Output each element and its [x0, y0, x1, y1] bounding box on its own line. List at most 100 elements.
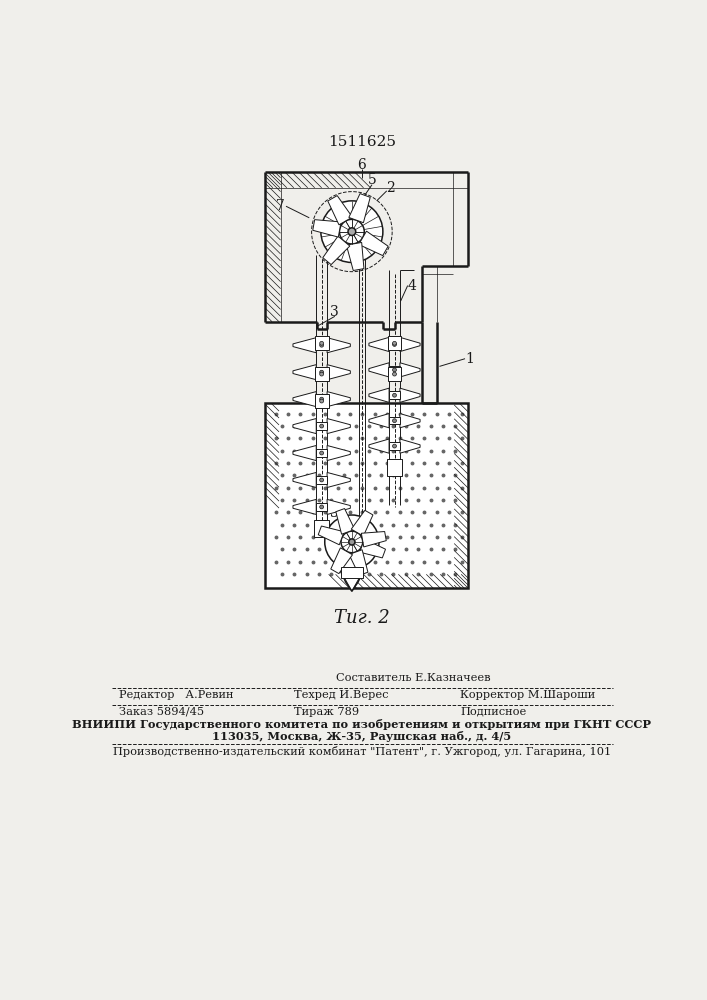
Circle shape — [320, 399, 324, 403]
Bar — [389, 417, 400, 424]
Polygon shape — [339, 569, 364, 591]
Circle shape — [320, 424, 324, 428]
Polygon shape — [336, 509, 355, 534]
Bar — [316, 449, 327, 457]
Text: Τиг. 2: Τиг. 2 — [334, 609, 390, 627]
Bar — [316, 422, 327, 430]
Text: Заказ 5894/45: Заказ 5894/45 — [119, 707, 204, 717]
Polygon shape — [400, 439, 420, 453]
Text: 1511625: 1511625 — [328, 135, 396, 149]
Circle shape — [341, 531, 363, 553]
Text: Корректор М.Шароши: Корректор М.Шароши — [460, 690, 595, 700]
Text: ВНИИПИ Государственного комитета по изобретениям и открытиям при ГКНТ СССР: ВНИИПИ Государственного комитета по изоб… — [72, 719, 651, 730]
Bar — [387, 459, 402, 476]
Circle shape — [320, 343, 324, 347]
Bar — [265, 403, 468, 588]
Circle shape — [320, 372, 324, 376]
Bar — [316, 476, 327, 484]
Text: 113035, Москва, Ж-35, Раушская наб., д. 4/5: 113035, Москва, Ж-35, Раушская наб., д. … — [212, 731, 511, 742]
Polygon shape — [346, 242, 364, 271]
Polygon shape — [327, 338, 351, 353]
Circle shape — [320, 451, 324, 455]
Text: 4: 4 — [408, 279, 416, 293]
Text: Подписное: Подписное — [460, 707, 527, 717]
Polygon shape — [400, 388, 420, 402]
Bar — [389, 442, 400, 450]
Polygon shape — [327, 445, 351, 461]
Circle shape — [320, 397, 324, 401]
Bar — [314, 520, 329, 537]
Text: 3: 3 — [330, 506, 339, 520]
Polygon shape — [360, 539, 385, 558]
Polygon shape — [293, 419, 316, 434]
Bar — [316, 368, 327, 376]
Bar — [389, 341, 400, 348]
Polygon shape — [327, 365, 351, 380]
Text: 6: 6 — [358, 158, 366, 172]
Text: Редактор   А.Ревин: Редактор А.Ревин — [119, 690, 234, 700]
Circle shape — [392, 419, 397, 423]
Bar — [316, 503, 327, 511]
Bar — [315, 394, 329, 408]
Bar — [389, 391, 400, 399]
Text: Составитель Е.Казначеев: Составитель Е.Казначеев — [337, 673, 491, 683]
Text: 2: 2 — [386, 181, 395, 195]
Polygon shape — [323, 236, 350, 265]
Circle shape — [349, 539, 355, 545]
Bar — [316, 395, 327, 403]
Text: 5: 5 — [368, 173, 376, 187]
Polygon shape — [327, 499, 351, 514]
Circle shape — [325, 515, 379, 569]
Circle shape — [339, 219, 364, 244]
Text: Производственно-издательский комбинат "Патент", г. Ужгород, ул. Гагарина, 101: Производственно-издательский комбинат "П… — [113, 746, 611, 757]
Circle shape — [392, 372, 397, 376]
Bar — [387, 336, 402, 350]
Polygon shape — [369, 414, 389, 428]
Polygon shape — [400, 363, 420, 377]
Polygon shape — [361, 532, 386, 547]
Polygon shape — [293, 338, 316, 353]
Polygon shape — [327, 419, 351, 434]
Polygon shape — [358, 231, 388, 256]
Circle shape — [321, 201, 383, 262]
Circle shape — [392, 343, 397, 346]
Bar — [387, 367, 402, 381]
Polygon shape — [293, 499, 316, 514]
Text: 3: 3 — [330, 306, 339, 320]
Text: 1: 1 — [465, 352, 474, 366]
Polygon shape — [328, 196, 352, 225]
Polygon shape — [293, 392, 316, 407]
Polygon shape — [369, 388, 389, 402]
Polygon shape — [318, 526, 344, 545]
Circle shape — [320, 370, 324, 374]
Circle shape — [348, 228, 356, 235]
Circle shape — [320, 478, 324, 482]
Polygon shape — [331, 548, 353, 574]
Text: Тираж 789: Тираж 789 — [293, 707, 359, 717]
Bar — [315, 367, 329, 381]
Polygon shape — [369, 337, 389, 352]
Polygon shape — [400, 414, 420, 428]
Polygon shape — [293, 445, 316, 461]
Circle shape — [392, 368, 397, 372]
Polygon shape — [312, 220, 341, 237]
Circle shape — [392, 444, 397, 448]
Text: 7: 7 — [276, 199, 285, 213]
Polygon shape — [369, 439, 389, 453]
Polygon shape — [351, 510, 373, 536]
Text: Техред И.Верес: Техред И.Верес — [293, 690, 388, 700]
Polygon shape — [293, 472, 316, 488]
Polygon shape — [349, 550, 368, 575]
Bar — [341, 567, 363, 578]
Polygon shape — [349, 194, 370, 223]
Circle shape — [320, 341, 324, 345]
Polygon shape — [400, 337, 420, 352]
Circle shape — [392, 341, 397, 345]
Bar — [316, 341, 327, 349]
Polygon shape — [327, 392, 351, 407]
Circle shape — [392, 393, 397, 397]
Polygon shape — [293, 365, 316, 380]
Bar — [389, 366, 400, 374]
Polygon shape — [327, 472, 351, 488]
Circle shape — [320, 505, 324, 509]
